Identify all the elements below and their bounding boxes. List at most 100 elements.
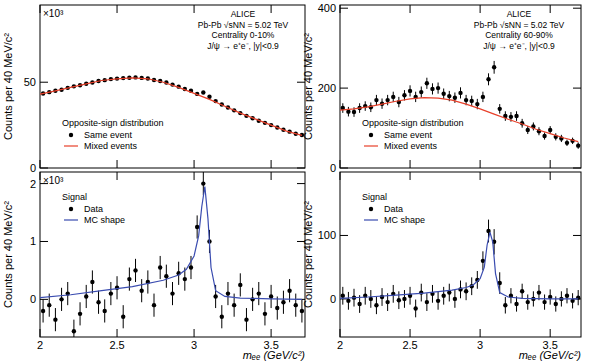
legend-label: MC shape bbox=[384, 215, 425, 225]
point bbox=[341, 294, 345, 298]
frame bbox=[340, 172, 581, 337]
point bbox=[470, 99, 474, 103]
point bbox=[436, 299, 440, 303]
frame bbox=[40, 172, 305, 337]
point bbox=[121, 315, 125, 319]
x-tick-label: 3 bbox=[191, 339, 197, 351]
point bbox=[47, 303, 51, 307]
point bbox=[269, 294, 273, 298]
point bbox=[300, 309, 304, 313]
point bbox=[127, 277, 131, 281]
point bbox=[41, 309, 45, 313]
legend-label: Same event bbox=[384, 130, 433, 140]
annotation: Pb-Pb √sNN = 5.02 TeV bbox=[474, 20, 565, 30]
x-axis-label: mₑₑ (GeV/c²) bbox=[519, 349, 582, 361]
point bbox=[96, 300, 100, 304]
panel: 010022.533.5Counts per 40 MeV/c²mₑₑ (GeV… bbox=[302, 172, 581, 361]
plot-area bbox=[340, 61, 580, 149]
y-tick bbox=[573, 8, 581, 9]
x-tick bbox=[480, 172, 481, 180]
x-tick bbox=[194, 160, 195, 168]
point bbox=[374, 98, 378, 102]
point bbox=[391, 95, 395, 99]
y-scale-label: ×10³ bbox=[43, 8, 64, 19]
point bbox=[509, 115, 513, 119]
legend: SignalDataMC shape bbox=[62, 192, 125, 225]
line bbox=[340, 98, 578, 142]
x-tick-label: 2.5 bbox=[402, 339, 417, 351]
line bbox=[340, 232, 578, 299]
x-tick-label: 2 bbox=[37, 339, 43, 351]
point bbox=[548, 128, 552, 132]
y-tick-label: 100 bbox=[318, 229, 336, 241]
point bbox=[458, 91, 462, 95]
y-scale-label: ×10³ bbox=[43, 175, 64, 186]
legend-swatch bbox=[364, 145, 378, 146]
point bbox=[503, 303, 507, 307]
point bbox=[464, 98, 468, 102]
y-tick-label: 1 bbox=[30, 235, 36, 247]
plot-area bbox=[40, 172, 304, 337]
panel: 050Counts per 40 MeV/c²×10³ALICEPb-Pb √s… bbox=[2, 5, 305, 174]
x-tick bbox=[194, 5, 195, 13]
annotation: ALICE bbox=[231, 9, 256, 19]
point bbox=[464, 289, 468, 293]
plot-area bbox=[340, 220, 580, 318]
point bbox=[257, 291, 261, 295]
annotation: Centrality 60-90% bbox=[485, 30, 553, 40]
y-tick bbox=[340, 88, 348, 89]
frame bbox=[340, 5, 581, 168]
point bbox=[139, 288, 143, 292]
point bbox=[195, 225, 199, 229]
point bbox=[238, 283, 242, 287]
point bbox=[232, 303, 236, 307]
point bbox=[133, 268, 137, 272]
y-tick bbox=[573, 88, 581, 89]
point bbox=[498, 107, 502, 111]
point bbox=[565, 294, 569, 298]
legend-label: Data bbox=[84, 204, 103, 214]
annotation: ALICE bbox=[507, 9, 532, 19]
annotation: Pb-Pb √sNN = 5.02 TeV bbox=[198, 20, 289, 30]
y-axis-label: Counts per 40 MeV/c² bbox=[2, 201, 14, 308]
point bbox=[542, 134, 546, 138]
y-tick bbox=[297, 183, 305, 184]
point bbox=[263, 312, 267, 316]
point bbox=[402, 297, 406, 301]
point bbox=[436, 86, 440, 90]
point bbox=[486, 77, 490, 81]
point bbox=[72, 329, 76, 333]
point bbox=[542, 300, 546, 304]
point bbox=[425, 300, 429, 304]
point bbox=[397, 298, 401, 302]
x-tick bbox=[194, 329, 195, 337]
y-tick-label: 0 bbox=[330, 162, 336, 174]
annotation: Centrality 0-10% bbox=[212, 30, 275, 40]
x-tick bbox=[480, 160, 481, 168]
y-tick bbox=[40, 82, 48, 83]
x-tick bbox=[550, 172, 551, 180]
point bbox=[408, 89, 412, 93]
legend-title: Opposite-sign distribution bbox=[62, 118, 164, 128]
point bbox=[385, 98, 389, 102]
point bbox=[103, 309, 107, 313]
line bbox=[40, 186, 302, 299]
y-axis-label: Counts per 40 MeV/c² bbox=[302, 201, 314, 308]
point bbox=[520, 289, 524, 293]
point bbox=[453, 297, 457, 301]
frame bbox=[40, 5, 305, 168]
y-tick-label: 200 bbox=[318, 82, 336, 94]
y-tick bbox=[340, 235, 348, 236]
point bbox=[84, 294, 88, 298]
point bbox=[201, 181, 205, 185]
y-tick-label: 50 bbox=[24, 76, 36, 88]
legend-swatch bbox=[69, 207, 73, 211]
point bbox=[492, 65, 496, 69]
y-tick-label: 0 bbox=[30, 293, 36, 305]
x-tick-label: 3 bbox=[477, 339, 483, 351]
x-tick bbox=[194, 172, 195, 180]
x-tick bbox=[271, 160, 272, 168]
legend-label: MC shape bbox=[84, 215, 125, 225]
point bbox=[537, 290, 541, 294]
figure: 050Counts per 40 MeV/c²×10³ALICEPb-Pb √s… bbox=[0, 0, 591, 361]
